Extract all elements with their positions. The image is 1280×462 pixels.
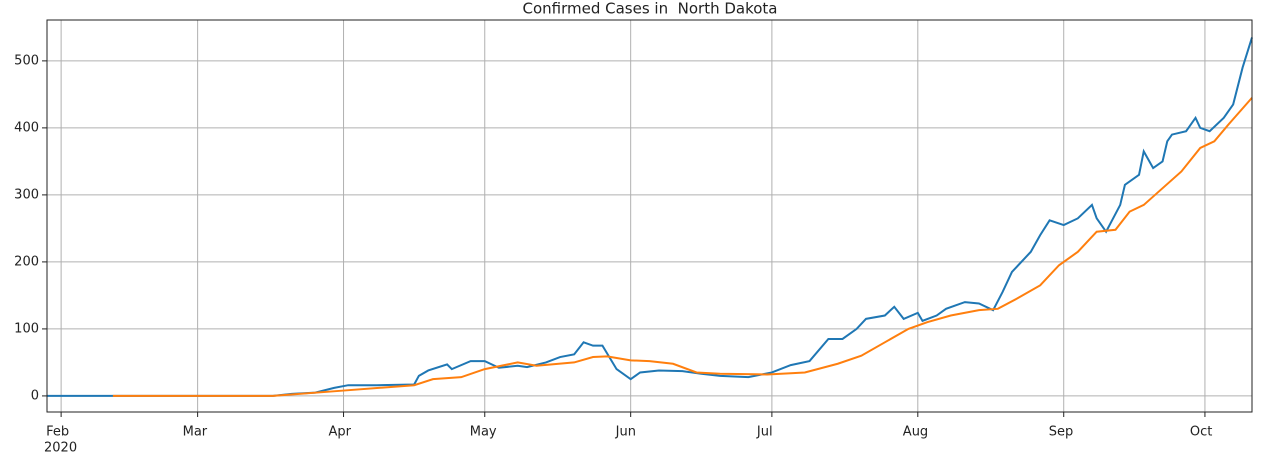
data-line: [112, 97, 1253, 397]
y-tick-label: 200: [14, 254, 39, 269]
data-line: [47, 37, 1253, 397]
y-tick-label: 300: [14, 187, 39, 202]
x-tick-label: May: [470, 425, 497, 440]
y-tick-label: 500: [14, 53, 39, 68]
x-tick-label: Sep: [1049, 425, 1074, 440]
x-tick-label: Jun: [615, 425, 636, 440]
x-tick-label: Apr: [329, 425, 352, 440]
x-tick-label: Feb: [46, 425, 69, 440]
plot-frame: [46, 19, 1253, 413]
chart-title: Confirmed Cases in North Dakota: [522, 0, 777, 18]
y-tick-label: 100: [14, 321, 39, 336]
x-tick-label: Oct: [1190, 425, 1212, 440]
x-tick-label: Mar: [183, 425, 208, 440]
x-tick-label: Aug: [903, 425, 928, 440]
x-tick-label: Jul: [756, 425, 773, 440]
y-tick-label: 0: [31, 388, 39, 403]
y-tick-label: 400: [14, 120, 39, 135]
x-year-label: 2020: [44, 441, 77, 456]
